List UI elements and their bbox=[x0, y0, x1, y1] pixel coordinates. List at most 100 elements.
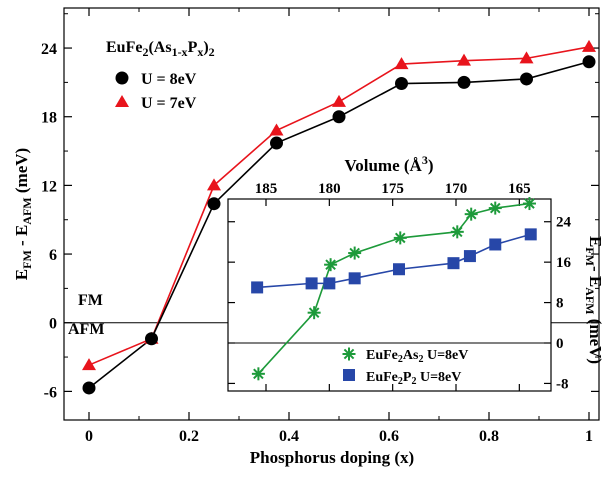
legend-marker-u8 bbox=[115, 71, 129, 85]
inset-legend-p2-base: EuFe bbox=[366, 370, 398, 385]
inset-legend-p2-sub2: 2 bbox=[411, 376, 416, 387]
main-ylabel-sub2: AFM bbox=[20, 197, 34, 224]
inset-legend-as2-sub1: 2 bbox=[398, 354, 403, 365]
inset-xlabel-main: Volume (Å bbox=[345, 156, 423, 175]
inset-series-0-point-stroke bbox=[349, 247, 360, 259]
inset-series-0-point-stroke bbox=[325, 259, 336, 270]
inset-legend-as2-tail: U=8eV bbox=[423, 348, 468, 363]
inset-series-group bbox=[251, 197, 537, 381]
main-series-0-point bbox=[145, 332, 158, 346]
legend-title-sub3: x bbox=[197, 45, 203, 59]
inset-legend-marker-p2 bbox=[343, 369, 355, 381]
main-series-1-point bbox=[457, 53, 471, 66]
inset-series-0-point-stroke bbox=[451, 226, 463, 238]
inset-x-tick-label: 180 bbox=[318, 181, 341, 197]
inset-series-0-point bbox=[393, 231, 407, 245]
main-y-tick-label: 18 bbox=[41, 110, 57, 127]
inset-x-axis-title: Volume (Å3) bbox=[345, 153, 434, 175]
main-series-1-point bbox=[207, 178, 221, 191]
inset-series-0-point-stroke bbox=[308, 307, 320, 318]
inset-series-1-point bbox=[323, 277, 336, 290]
inset-series-1-point bbox=[489, 238, 502, 251]
main-x-tick-label: 1 bbox=[585, 428, 593, 445]
legend-label-u8: U = 8eV bbox=[141, 71, 197, 88]
inset-series-0-point bbox=[488, 201, 502, 215]
inset-xlabel-sup: 3 bbox=[422, 153, 428, 167]
inset-ylabel-sub2: AFM bbox=[583, 287, 597, 314]
inset-series-1-point bbox=[348, 272, 361, 285]
main-ylabel-sub1: FM bbox=[20, 250, 34, 269]
main-series-1-point bbox=[519, 51, 534, 64]
inset-series-0-point bbox=[251, 367, 265, 381]
inset-legend-p2-sub1: 2 bbox=[398, 376, 403, 387]
main-series-1-point bbox=[394, 57, 409, 70]
inset-series-0-point-stroke bbox=[253, 368, 264, 380]
main-x-tick-label: 0.6 bbox=[379, 428, 399, 445]
inset-series-1-point bbox=[393, 263, 405, 276]
main-x-tick-label: 0.8 bbox=[479, 428, 499, 445]
inset-legend-as2-base: EuFe bbox=[366, 348, 398, 363]
inset-legend-label-as2: EuFe2As2 U=8eV bbox=[366, 348, 468, 365]
main-ylabel-tail: (meV) bbox=[12, 148, 31, 198]
inset-y-axis-title: EFM- EAFM (meV) bbox=[583, 236, 605, 364]
inset-legend-asterisk bbox=[342, 347, 356, 361]
inset-series-0-point bbox=[324, 258, 338, 272]
inset-series-0-point-stroke bbox=[394, 232, 406, 244]
inset-series-0-point bbox=[450, 225, 464, 239]
inset-y-tick-label: 24 bbox=[556, 215, 572, 231]
inset-ylabel-tail: (meV) bbox=[586, 315, 605, 365]
legend-marker-u7 bbox=[115, 95, 129, 107]
main-series-0-point bbox=[270, 136, 283, 150]
main-y-tick-label: 24 bbox=[41, 41, 57, 58]
inset-series-1-point bbox=[447, 257, 460, 270]
main-series-1-point bbox=[269, 123, 284, 136]
legend-title-sub2: 1-x bbox=[172, 45, 188, 59]
main-series-0-point bbox=[582, 55, 596, 69]
inset-legend-as2-mid: As bbox=[403, 348, 419, 363]
main-x-axis-title: Phosphorus doping (x) bbox=[250, 448, 414, 467]
legend-title-mid: (As bbox=[148, 39, 171, 56]
inset-x-tick-label: 185 bbox=[255, 181, 278, 197]
main-x-tick-label: 0 bbox=[85, 428, 93, 445]
main-series-0-point bbox=[207, 197, 221, 211]
main-series-0-point bbox=[82, 381, 96, 395]
legend-title-end: ) bbox=[203, 39, 208, 56]
legend-title: EuFe2(As1-xPx)2 bbox=[106, 39, 215, 59]
legend-title-p: P bbox=[188, 39, 198, 56]
inset-ylabel-mid: - E bbox=[586, 266, 605, 287]
inset-series-0-point-stroke bbox=[489, 202, 501, 214]
main-y-tick-label: 6 bbox=[49, 247, 57, 264]
inset-legend-p2-mid: P bbox=[403, 370, 412, 385]
fm-annotation: FM bbox=[78, 292, 103, 309]
main-series-1-point bbox=[332, 94, 346, 107]
main-y-tick-label: 12 bbox=[41, 178, 57, 195]
inset-series-0-point-stroke bbox=[465, 208, 477, 220]
inset-legend-as2-sub2: 2 bbox=[418, 354, 423, 365]
inset-series-0-point-stroke bbox=[524, 198, 535, 209]
inset-series-1-point bbox=[524, 228, 537, 241]
main-y-tick-label: -6 bbox=[44, 384, 57, 401]
main-x-tick-label: 0.2 bbox=[179, 428, 199, 445]
inset-ylabel-e: E bbox=[586, 236, 605, 247]
inset-series-1-point bbox=[251, 281, 264, 294]
main-x-tick-label: 0.4 bbox=[279, 428, 299, 445]
inset-x-tick-label: 170 bbox=[445, 181, 468, 197]
legend-label-u7: U = 7eV bbox=[141, 95, 197, 112]
main-series-0-point bbox=[520, 72, 533, 86]
main-y-tick-label: 0 bbox=[49, 316, 57, 333]
inset-y-tick-label: 8 bbox=[556, 296, 564, 312]
inset-series-1-point bbox=[463, 250, 476, 263]
inset-y-tick-label: -8 bbox=[556, 376, 569, 392]
main-series-1-point bbox=[582, 39, 596, 52]
inset-series-1-point bbox=[305, 277, 318, 290]
inset-series-0-point bbox=[522, 197, 536, 211]
main-axis-ticks: 0 0.2 0.4 0.6 0.8 1 -6 0 6 12 18 24 bbox=[41, 8, 599, 445]
main-series-0-point bbox=[332, 110, 346, 124]
inset-y-tick-label: 16 bbox=[556, 255, 572, 271]
afm-annotation: AFM bbox=[68, 321, 104, 338]
main-series-0-point bbox=[457, 75, 471, 89]
main-series-0-point bbox=[395, 77, 408, 91]
inset-legend-p2-tail: U=8eV bbox=[416, 370, 461, 385]
inset-series-0-point bbox=[307, 306, 321, 320]
